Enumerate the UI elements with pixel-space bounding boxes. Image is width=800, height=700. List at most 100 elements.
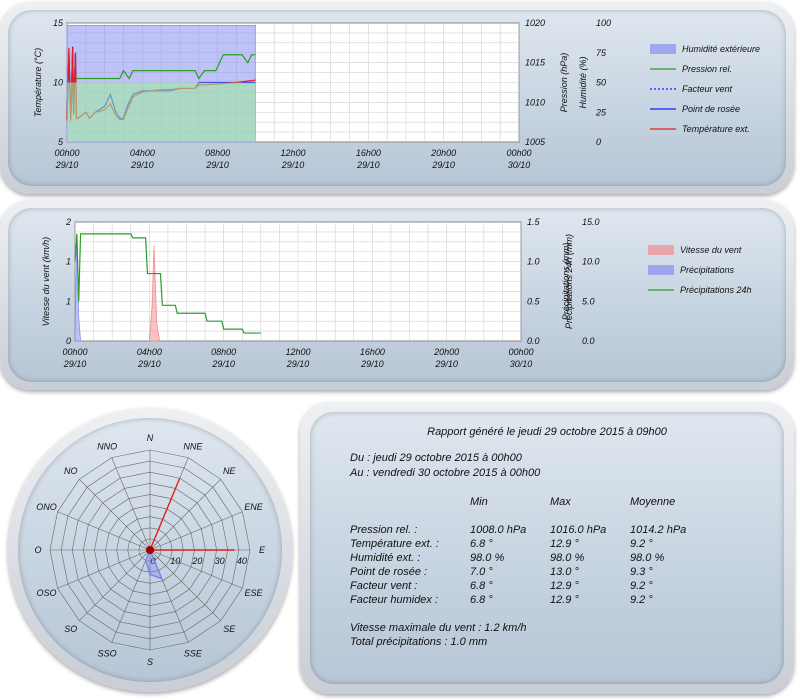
rose-spoke xyxy=(111,457,151,551)
report-title: Rapport généré le jeudi 29 octobre 2015 … xyxy=(427,426,667,438)
temp-x-tick-label: 04h00 xyxy=(130,148,155,158)
temp-x-tick-date: 29/10 xyxy=(55,160,79,170)
wind-x-tick-date: 29/10 xyxy=(360,359,384,369)
temp-legend-swatch xyxy=(650,44,676,54)
row-min: 6.8 ° xyxy=(470,580,493,592)
row-max: 12.9 ° xyxy=(550,538,579,550)
temp-x-tick-label: 00h00 xyxy=(506,148,531,158)
temp-y-tick-right1: 1015 xyxy=(525,58,546,68)
row-max: 1016.0 hPa xyxy=(550,524,607,536)
rose-series xyxy=(145,548,164,580)
temp-x-tick-label: 12h00 xyxy=(280,148,305,158)
rose-direction-label: SO xyxy=(64,624,77,634)
rose-direction-label: NE xyxy=(223,466,236,476)
rose-radial-tick: 0 xyxy=(150,556,155,566)
wind-x-tick-label: 04h00 xyxy=(137,347,162,357)
temp-x-tick-date: 29/10 xyxy=(356,160,380,170)
wind-y-tick-left: 2 xyxy=(65,217,71,227)
row-label: Facteur humidex : xyxy=(350,594,439,606)
wind-legend-label: Précipitations xyxy=(680,265,735,275)
row-max: 12.9 ° xyxy=(550,594,579,606)
rose-spoke xyxy=(149,549,243,589)
report-to: Au : vendredi 30 octobre 2015 à 00h00 xyxy=(350,467,541,479)
rose-spoke xyxy=(149,511,243,551)
rose-radial-tick: 40 xyxy=(237,556,247,566)
report-from: Du : jeudi 29 octobre 2015 à 00h00 xyxy=(350,452,522,464)
row-avg: 9.2 ° xyxy=(630,580,653,592)
wind-x-tick-label: 16h00 xyxy=(360,347,385,357)
wind-y-tick-right2: 10.0 xyxy=(582,257,600,267)
row-min: 98.0 % xyxy=(470,552,505,564)
rose-direction-label: E xyxy=(259,545,266,555)
temp-legend-label: Pression rel. xyxy=(682,64,732,74)
rose-direction-label: ESE xyxy=(244,588,263,598)
row-min: 1008.0 hPa xyxy=(470,524,527,536)
temp-humidity-band xyxy=(67,82,256,142)
wind-y-tick-left: 1 xyxy=(66,296,71,306)
wind-x-tick-label: 20h00 xyxy=(433,347,459,357)
header-avg: Moyenne xyxy=(630,496,676,508)
temp-x-tick-date: 29/10 xyxy=(431,160,455,170)
temp-y-tick-right2: 75 xyxy=(596,48,607,58)
temperature-chart: 00h00 29/10 04h00 29/10 08h00 29/10 12h00 29/10… xyxy=(33,18,760,170)
rose-direction-label: SE xyxy=(223,624,236,634)
rose-radial-tick: 30 xyxy=(215,556,225,566)
rose-spoke xyxy=(79,549,151,621)
wind-y-tick-right1: 0.0 xyxy=(527,336,540,346)
temp-legend-label: Température ext. xyxy=(682,124,750,134)
temp-y-label-left: Température (°C) xyxy=(33,48,43,117)
report-wind-max: Vitesse maximale du vent : 1.2 km/h xyxy=(350,622,527,634)
wind-y-label-left: Vitesse du vent (km/h) xyxy=(41,237,51,326)
rose-direction-label: ENE xyxy=(244,502,264,512)
wind-y-tick-left: 0 xyxy=(66,336,71,346)
row-min: 6.8 ° xyxy=(470,594,493,606)
wind-legend-swatch xyxy=(648,265,674,275)
rose-spoke xyxy=(111,549,151,643)
temp-y-tick-left: 10 xyxy=(53,78,63,88)
row-avg: 9.2 ° xyxy=(630,594,653,606)
temp-legend-label: Humidité extérieure xyxy=(682,44,760,54)
rose-direction-label: N xyxy=(147,433,154,443)
wind-x-tick-label: 00h00 xyxy=(508,347,533,357)
temp-x-tick-label: 08h00 xyxy=(205,148,230,158)
temp-legend-label: Facteur vent xyxy=(682,84,733,94)
temp-x-tick-date: 29/10 xyxy=(205,160,229,170)
rose-center xyxy=(146,546,154,554)
rose-radial-tick: 10 xyxy=(170,556,180,566)
wind-series-area xyxy=(148,245,161,342)
temp-y-tick-left: 15 xyxy=(53,18,64,28)
temp-y-label-right2: Humidité (%) xyxy=(578,56,588,108)
rose-direction-label: NNE xyxy=(183,442,203,452)
wind-y-tick-right2: 5.0 xyxy=(582,296,595,306)
row-label: Facteur vent : xyxy=(350,580,418,592)
wind-legend-label: Précipitations 24h xyxy=(680,285,752,295)
temp-x-tick-label: 20h00 xyxy=(430,148,456,158)
rose-direction-label: ONO xyxy=(36,502,57,512)
wind-y-tick-right1: 1.5 xyxy=(527,217,541,227)
rose-direction-label: S xyxy=(147,657,153,667)
rose-direction-label: SSE xyxy=(184,648,203,658)
wind-x-tick-label: 00h00 xyxy=(62,347,87,357)
row-max: 98.0 % xyxy=(550,552,585,564)
temp-legend-label: Point de rosée xyxy=(682,104,740,114)
wind-series-line xyxy=(74,233,261,334)
wind-legend-swatch xyxy=(648,245,674,255)
row-min: 7.0 ° xyxy=(470,566,493,578)
row-max: 13.0 ° xyxy=(550,566,579,578)
row-max: 12.9 ° xyxy=(550,580,579,592)
header-max: Max xyxy=(550,496,571,508)
wind-y-tick-right2: 15.0 xyxy=(582,217,600,227)
report-panel-inner xyxy=(310,412,784,684)
temp-x-tick-date: 29/10 xyxy=(281,160,305,170)
header-min: Min xyxy=(470,496,488,508)
rose-direction-label: OSO xyxy=(37,588,57,598)
temp-y-tick-right2: 100 xyxy=(596,18,611,28)
row-label: Pression rel. : xyxy=(350,524,418,536)
temp-y-tick-right2: 25 xyxy=(595,107,607,117)
rose-direction-label: NO xyxy=(64,466,78,476)
row-avg: 98.0 % xyxy=(630,552,665,564)
report-total-precip: Total précipitations : 1.0 mm xyxy=(350,636,488,648)
rose-spoke xyxy=(149,479,221,551)
row-avg: 9.2 ° xyxy=(630,538,653,550)
rose-radial-tick: 20 xyxy=(191,556,202,566)
